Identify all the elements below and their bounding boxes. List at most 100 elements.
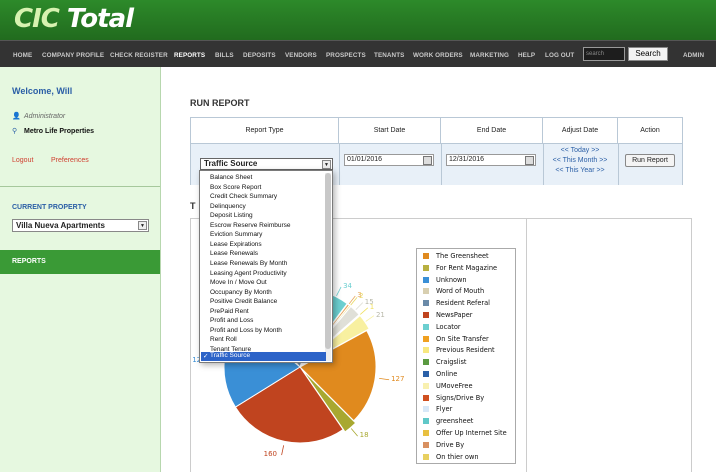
nav-reports[interactable]: REPORTS <box>174 52 206 59</box>
dropdown-option[interactable]: Balance Sheet <box>210 174 253 181</box>
nav-marketing[interactable]: MARKETING <box>470 52 510 59</box>
welcome-text: Welcome, Will <box>12 86 73 96</box>
dropdown-option[interactable]: Rent Roll <box>210 336 237 344</box>
nav-home[interactable]: HOME <box>13 52 33 59</box>
dropdown-option[interactable]: Tenant Tenure <box>210 345 252 353</box>
dropdown-option[interactable]: Eviction Summary <box>210 231 263 239</box>
dropdown-option[interactable]: Move In / Move Out <box>210 279 267 287</box>
scrollbar-thumb[interactable] <box>325 173 331 349</box>
calendar-icon[interactable] <box>525 156 534 165</box>
legend-label: On thier own <box>436 452 479 461</box>
dropdown-option[interactable]: Profit and Loss by Month <box>210 326 282 334</box>
report-type-dropdown[interactable]: ✓ Traffic Source Balance Sheet Box Score R… <box>199 170 333 363</box>
legend-swatch <box>423 347 429 354</box>
pie-slice[interactable] <box>299 329 377 422</box>
run-report-button[interactable]: Run Report <box>625 154 675 167</box>
pie-leader-line <box>365 315 375 322</box>
legend-swatch <box>423 406 429 413</box>
legend-swatch <box>423 418 429 425</box>
dropdown-option[interactable]: Credit Check Summary <box>210 193 278 201</box>
nav-company-profile[interactable]: COMPANY PROFILE <box>42 52 105 59</box>
user-role: Administrator <box>24 113 66 120</box>
legend-label: Signs/Drive By <box>436 393 485 402</box>
pie-leader-line <box>350 297 358 306</box>
search-input[interactable]: search <box>583 47 625 61</box>
col-header-end-date: End Date <box>441 118 543 143</box>
checkmark-icon: ✓ <box>203 353 209 360</box>
nav-bills[interactable]: BILLS <box>215 52 234 59</box>
company-name: Metro Life Properties <box>24 128 95 135</box>
dropdown-option[interactable]: Occupancy By Month <box>210 288 272 296</box>
divider <box>543 143 544 185</box>
legend-swatch <box>423 382 429 389</box>
end-date-input[interactable]: 12/31/2016 <box>446 154 536 166</box>
nav-deposits[interactable]: DEPOSITS <box>243 52 276 59</box>
dropdown-option[interactable]: Lease Renewals <box>210 250 259 258</box>
pie-slice[interactable] <box>301 368 357 433</box>
col-header-adjust-date: Adjust Date <box>543 118 618 143</box>
adjust-today-link[interactable]: << Today >> <box>560 147 600 154</box>
legend-label: Drive By <box>436 440 465 449</box>
legend-label: Flyer <box>436 405 453 414</box>
dropdown-option[interactable]: Box Score Report <box>210 183 262 191</box>
dropdown-option[interactable]: Positive Credit Balance <box>210 298 278 306</box>
legend-label: Word of Mouth <box>436 287 485 296</box>
current-property-label: CURRENT PROPERTY <box>12 204 87 211</box>
legend-swatch <box>423 312 429 318</box>
divider <box>441 143 442 185</box>
sidebar-item-reports[interactable]: REPORTS <box>0 250 160 274</box>
legend-swatch <box>423 430 429 436</box>
pie-value-label: 2 <box>359 292 364 301</box>
search-button[interactable]: Search <box>628 47 668 61</box>
nav-work-orders[interactable]: WORK ORDERS <box>413 52 463 59</box>
dropdown-option[interactable]: Leasing Agent Productivity <box>210 269 287 277</box>
pie-leader-line <box>336 286 342 296</box>
divider <box>618 143 619 185</box>
legend-label: NewsPaper <box>436 311 473 319</box>
chart-heading: T <box>190 201 196 211</box>
divider <box>339 143 340 185</box>
adjust-year-link[interactable]: << This Year >> <box>555 167 605 174</box>
nav-vendors[interactable]: VENDORS <box>285 52 317 59</box>
chart-panel <box>190 218 527 472</box>
nav-tenants[interactable]: TENANTS <box>374 52 405 59</box>
dropdown-option[interactable]: Delinquency <box>210 202 246 210</box>
legend-swatch <box>423 453 429 460</box>
calendar-icon[interactable] <box>423 156 432 165</box>
start-date-input[interactable]: 01/01/2016 <box>344 154 434 166</box>
legend-label: Previous Resident <box>436 346 495 355</box>
app-logo[interactable]: CIC Total <box>14 4 134 34</box>
legend-swatch <box>423 264 429 271</box>
preferences-link[interactable]: Preferences <box>51 157 89 164</box>
nav-admin[interactable]: ADMIN <box>683 52 705 59</box>
dropdown-option[interactable]: Deposit Listing <box>210 212 253 220</box>
legend-label: UMoveFree <box>436 381 473 390</box>
legend-swatch <box>423 359 429 366</box>
legend-label: Offer Up Internet Site <box>436 429 507 437</box>
dropdown-option[interactable]: Lease Renewals By Month <box>210 259 288 267</box>
dropdown-option[interactable]: PrePaid Rent <box>210 307 249 315</box>
dropdown-option[interactable]: Lease Expirations <box>210 240 262 248</box>
dropdown-option[interactable]: Escrow Reserve Reimburse <box>210 221 291 229</box>
logout-link[interactable]: Logout <box>12 157 34 164</box>
pie-leader-line <box>360 307 369 315</box>
nav-prospects[interactable]: PROSPECTS <box>326 52 366 59</box>
pie-leader-line <box>355 302 364 310</box>
legend-label: Craigslist <box>436 358 467 367</box>
legend-swatch <box>423 335 429 342</box>
pie-value-label: 1 <box>369 302 375 311</box>
dropdown-option[interactable]: Profit and Loss <box>210 317 254 325</box>
dropdown-selected-item[interactable]: ✓ Traffic Source <box>201 352 326 361</box>
pie-slice[interactable] <box>234 366 344 444</box>
pie-value-label: 160 <box>263 450 277 459</box>
legend-swatch <box>423 300 429 307</box>
adjust-month-link[interactable]: << This Month >> <box>552 157 608 164</box>
property-select[interactable]: Villa Nueva Apartments ▼ <box>12 219 149 232</box>
nav-log-out[interactable]: LOG OUT <box>545 52 575 59</box>
report-type-select[interactable]: Traffic Source ▼ <box>200 158 333 170</box>
legend-swatch <box>423 323 429 330</box>
nav-help[interactable]: HELP <box>518 52 536 59</box>
nav-check-register[interactable]: CHECK REGISTER <box>110 52 168 59</box>
pie-value-label: 18 <box>359 431 369 440</box>
